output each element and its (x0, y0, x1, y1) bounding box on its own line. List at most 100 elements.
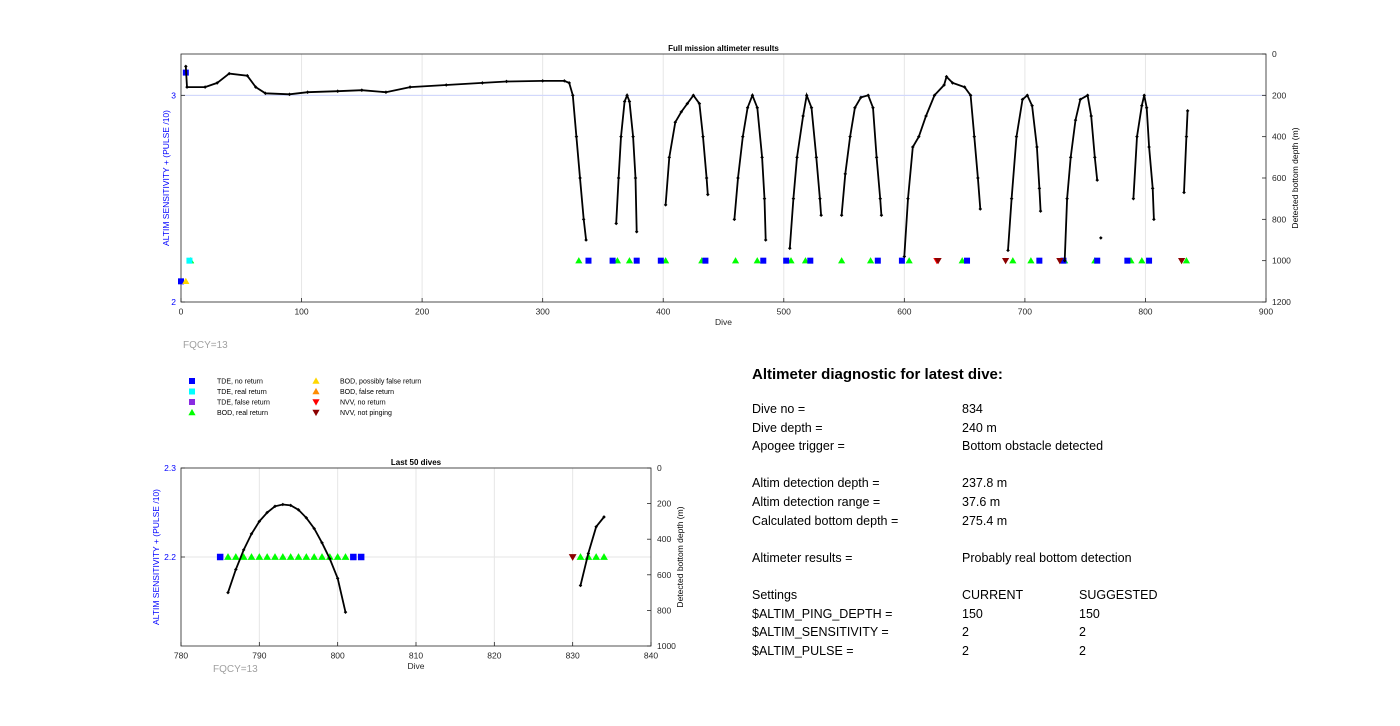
bottom-depth-point (1142, 93, 1147, 98)
legend-entry: BOD, false return (340, 389, 394, 396)
y2-tick-label: 1000 (1272, 256, 1291, 266)
settings-row-pulse: $ALTIM_PULSE = 2 2 (752, 642, 1312, 661)
settings-marker (255, 553, 264, 560)
bottom-depth-point (932, 93, 937, 98)
settings-marker (964, 257, 971, 264)
y2-tick-label: 600 (1272, 173, 1286, 183)
bottom-depth-point (663, 203, 668, 207)
bottom-depth-point (804, 93, 809, 98)
bottom-depth-point (215, 81, 219, 85)
bottom-depth-point (745, 105, 750, 110)
settings-marker (613, 257, 622, 264)
bottom-depth-point (788, 246, 792, 251)
bottom-depth-point (1030, 103, 1034, 108)
settings-marker (760, 257, 767, 264)
settings-marker (231, 553, 240, 560)
x-tick-label: 780 (174, 651, 188, 661)
x-tick-label: 840 (644, 651, 658, 661)
bottom-depth-line (227, 503, 347, 613)
settings-marker (600, 553, 608, 560)
settings-marker (866, 257, 875, 264)
legend-entry: BOD, possibly false return (340, 379, 421, 386)
bottom-depth-point (1152, 217, 1156, 222)
diag-label: Apogee trigger = (752, 439, 845, 454)
bottom-depth-point (924, 114, 928, 118)
diag-label: Altim detection depth = (752, 476, 880, 491)
bottom-depth-point (1089, 114, 1093, 118)
x-tick-label: 100 (294, 307, 308, 317)
settings-marker (1009, 257, 1017, 264)
bottom-depth-point (574, 134, 579, 139)
settings-marker (958, 257, 966, 264)
bottom-depth-line (903, 74, 982, 257)
settings-marker (787, 257, 795, 264)
settings-marker (1178, 257, 1186, 265)
bottom-depth-point (839, 213, 844, 217)
bottom-depth-point (1085, 93, 1090, 98)
diag-value: Probably real bottom detection (962, 550, 1132, 565)
settings-marker (731, 257, 740, 264)
diag-row-dive-depth: Dive depth = 240 m (752, 419, 1312, 438)
x-tick-label: 830 (566, 651, 580, 661)
legend-marker (189, 378, 195, 384)
diag-value: 37.6 m (962, 494, 1001, 509)
setting-current: 150 (962, 606, 983, 621)
y-tick-label: 2.2 (164, 552, 176, 562)
settings-marker (702, 257, 709, 264)
bottom-depth-point (328, 556, 332, 561)
settings-marker (633, 257, 640, 264)
bottom-depth-point (950, 81, 955, 85)
bottom-depth-series (226, 502, 606, 614)
bottom-depth-point (859, 95, 863, 100)
bottom-depth-point (972, 134, 977, 139)
x-tick-label: 820 (487, 651, 501, 661)
bottom-depth-point (281, 502, 285, 507)
settings-marker (575, 257, 583, 264)
y2-tick-label: 800 (657, 605, 671, 615)
diag-label: Calculated bottom depth = (752, 513, 899, 528)
y2-tick-label: 0 (657, 463, 662, 473)
settings-marker (1027, 257, 1035, 264)
settings-row-ping-depth: $ALTIM_PING_DEPTH = 150 150 (752, 605, 1312, 624)
x-tick-label: 790 (252, 651, 266, 661)
setting-label: $ALTIM_PING_DEPTH = (752, 606, 893, 621)
bottom-depth-point (480, 81, 485, 85)
settings-marker (239, 553, 248, 560)
bottom-depth-point (263, 91, 268, 96)
legend-marker (312, 377, 320, 384)
spacer (752, 530, 1312, 549)
bottom-depth-point (634, 229, 639, 234)
settings-marker (271, 553, 279, 560)
legend-entry: TDE, no return (217, 379, 263, 386)
y2-tick-label: 600 (657, 570, 671, 580)
x-tick-label: 300 (536, 307, 550, 317)
y2-tick-label: 200 (1272, 90, 1286, 100)
bottom-depth-point (809, 105, 814, 110)
settings-marker (1094, 257, 1101, 264)
bottom-depth-point (1150, 186, 1155, 191)
legend-entry: TDE, real return (217, 389, 267, 396)
bottom-depth-point (1140, 103, 1144, 108)
bottom-depth-point (234, 567, 238, 572)
bottom-depth-point (273, 504, 277, 509)
bottom-depth-point (227, 71, 232, 76)
bottom-depth-point (706, 192, 710, 197)
diag-value: 834 (962, 402, 983, 416)
bottom-depth-point (245, 73, 250, 78)
bottom-depth-point (578, 583, 583, 588)
bottom-depth-point (343, 610, 348, 614)
settings-marker (216, 553, 224, 561)
bottom-depth-point (625, 93, 629, 98)
bottom-depth-point (288, 503, 293, 508)
settings-marker (286, 553, 295, 560)
bottom-depth-point (944, 74, 949, 79)
legend-marker (312, 399, 320, 406)
y-axis-label: ALTIM SENSITIVITY + (PULSE /10) (161, 110, 171, 246)
bottom-depth-point (562, 79, 567, 83)
diagnostic-panel: Altimeter diagnostic for latest dive: Di… (752, 366, 1312, 660)
settings-marker (585, 257, 592, 264)
bottom-depth-point (978, 207, 983, 211)
bottom-depth-line (840, 94, 883, 216)
bottom-depth-point (1078, 97, 1083, 102)
settings-marker (898, 257, 905, 264)
